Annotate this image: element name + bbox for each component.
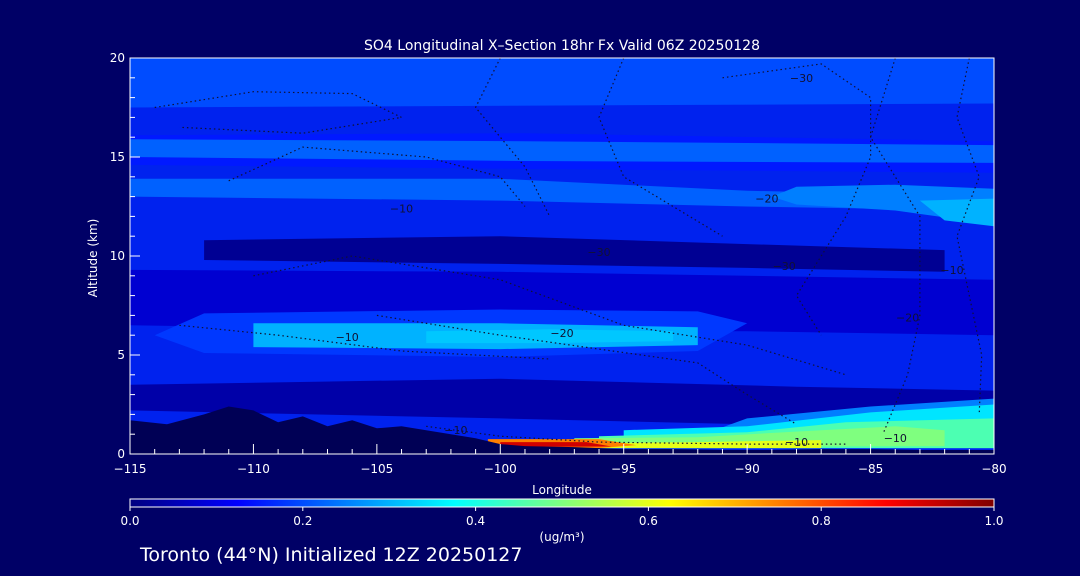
- contour-label: −10: [940, 264, 963, 277]
- colorbar-tick-label: 0.0: [120, 514, 139, 528]
- contour-label: −30: [587, 246, 610, 259]
- chart-title: SO4 Longitudinal X–Section 18hr Fx Valid…: [364, 38, 760, 54]
- contour-label: −10: [785, 436, 808, 449]
- x-tick-label: −105: [360, 462, 393, 476]
- contour-label: −20: [755, 193, 778, 206]
- contour-labels: −30 −10 −20 −30 −30 −10 −20 −10 −20 −10 −10 −10: [336, 72, 964, 449]
- contour-label: −30: [773, 260, 796, 273]
- contour-line: [869, 58, 921, 435]
- x-axis-label: Longitude: [532, 483, 592, 497]
- contour-line: [722, 63, 872, 336]
- concentration-band: [130, 178, 994, 211]
- y-tick-label: 10: [110, 249, 125, 263]
- terrain-silhouette: [130, 406, 994, 454]
- contour-line: [426, 425, 846, 445]
- concentration-band: [574, 426, 945, 448]
- y-tick-label: 5: [117, 348, 125, 362]
- contour-line: [376, 314, 797, 425]
- terrain-layer: [130, 406, 994, 454]
- contour-label: −20: [896, 311, 919, 324]
- x-tick-label: −80: [981, 462, 1006, 476]
- y-tick-label: 0: [117, 447, 125, 461]
- x-tick-label: −95: [611, 462, 636, 476]
- concentration-band: [426, 329, 674, 344]
- colorbar-tick-label: 0.6: [639, 514, 658, 528]
- contour-label: −30: [790, 72, 813, 85]
- y-tick-label: 15: [110, 150, 125, 164]
- contour-label: −10: [390, 202, 413, 215]
- x-tick-label: −115: [114, 462, 147, 476]
- contour-line: [154, 91, 404, 134]
- colorbar-tick-label: 0.4: [466, 514, 485, 528]
- y-axis: 0 5 10 15 20: [110, 51, 140, 461]
- colorbar-tick-label: 0.2: [293, 514, 312, 528]
- y-tick-label: 20: [110, 51, 125, 65]
- x-axis: −115 −110 −105 −100 −95 −90 −85 −80: [114, 444, 1007, 476]
- x-tick-label: −85: [858, 462, 883, 476]
- contour-label: −20: [550, 327, 573, 340]
- contour-label: −10: [444, 424, 467, 437]
- footer-caption: Toronto (44°N) Initialized 12Z 20250127: [139, 544, 523, 566]
- concentration-band: [204, 236, 945, 272]
- concentration-band: [130, 139, 994, 163]
- contour-line: [228, 146, 526, 207]
- x-tick-label: −90: [734, 462, 759, 476]
- x-tick-label: −110: [237, 462, 270, 476]
- colorbar-units-label: (ug/m³): [539, 530, 584, 544]
- contour-line: [598, 58, 723, 237]
- x-tick-label: −100: [484, 462, 517, 476]
- colorbar-tick-label: 0.8: [812, 514, 831, 528]
- concentration-band: [500, 442, 612, 447]
- colorbar-strip: [129, 498, 995, 508]
- concentration-band: [130, 58, 994, 108]
- contour-line: [474, 58, 551, 217]
- contour-label: −10: [884, 432, 907, 445]
- temperature-contours: [154, 58, 983, 445]
- colorbar: 0.0 0.2 0.4 0.6 0.8 1.0: [120, 498, 1004, 528]
- plot-area: −30 −10 −20 −30 −30 −10 −20 −10 −20 −10 −10 −10: [129, 57, 995, 455]
- contour-label: −10: [336, 331, 359, 344]
- y-axis-label: Altitude (km): [86, 219, 100, 298]
- contour-line: [179, 324, 550, 360]
- concentration-bands: [130, 58, 994, 449]
- concentration-band: [919, 198, 994, 227]
- colorbar-tick-label: 1.0: [984, 514, 1003, 528]
